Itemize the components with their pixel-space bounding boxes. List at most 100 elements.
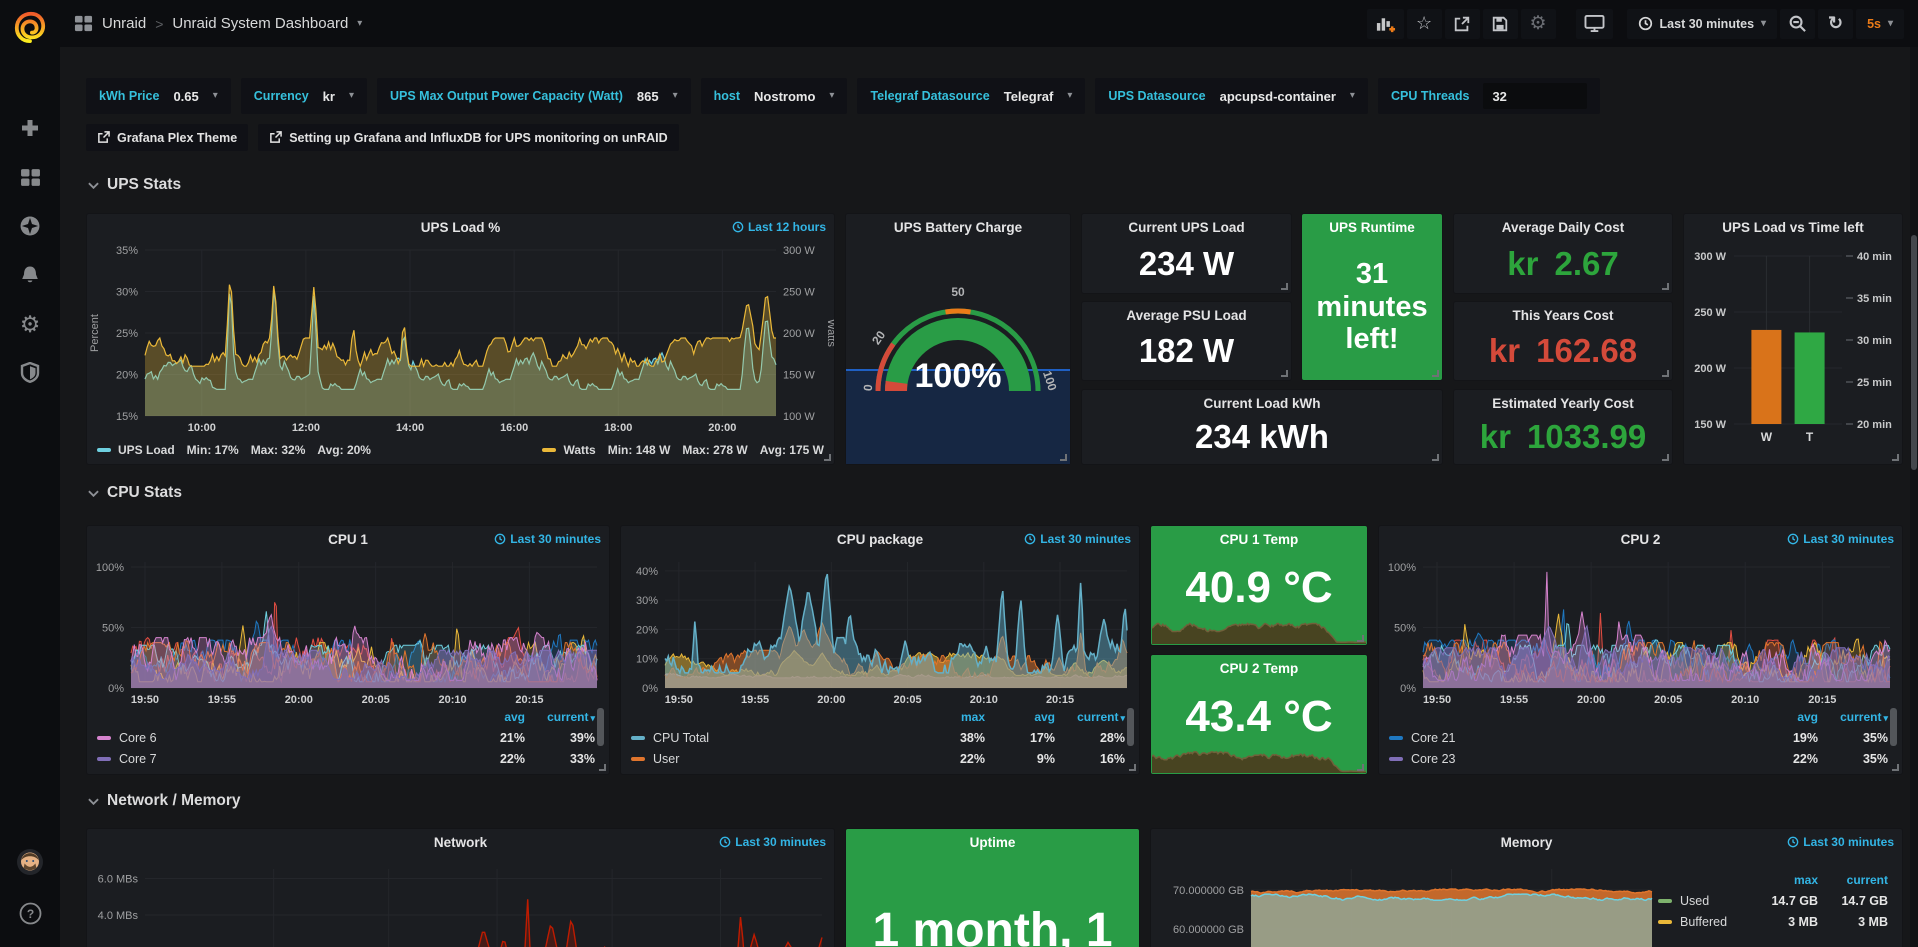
panel-time-override[interactable]: Last 30 minutes	[1787, 532, 1894, 546]
cpu-package-chart[interactable]: 19:50 19:55 20:00 20:05 20:10 20:15 40% 30% 20% 1…	[621, 552, 1139, 708]
panel-time-override[interactable]: Last 12 hours	[732, 220, 826, 234]
legend-entry[interactable]: UPS Load Min: 17% Max: 32% Avg: 20%	[97, 443, 371, 457]
link-grafana-plex-theme[interactable]: Grafana Plex Theme	[86, 124, 249, 151]
variable-host[interactable]: host Nostromo ▾	[700, 78, 848, 114]
legend-series-row[interactable]: Core 6 21% 39%	[97, 727, 595, 748]
panel-title[interactable]: Network	[433, 834, 488, 850]
grafana-logo[interactable]	[13, 10, 47, 44]
star-button[interactable]: ☆	[1406, 8, 1442, 39]
panel-resize-handle[interactable]	[599, 764, 606, 771]
legend-header[interactable]: max avg current ▾	[960, 709, 1125, 724]
panel-resize-handle[interactable]	[1281, 283, 1288, 290]
cpu2-chart[interactable]: 19:50 19:55 20:00 20:05 20:10 20:15 100% 50% 0%	[1379, 552, 1902, 708]
panel-title[interactable]: CPU 1	[328, 531, 368, 547]
panel-resize-handle[interactable]	[1432, 454, 1439, 461]
legend-header[interactable]: avg current ▾	[504, 709, 595, 724]
variable-ups-max-output[interactable]: UPS Max Output Power Capacity (Watt) 865 ▾	[377, 78, 691, 114]
sidebar-item-dashboards[interactable]	[0, 157, 60, 197]
breadcrumb-page-title[interactable]: Unraid System Dashboard	[172, 15, 349, 32]
panel-title[interactable]: UPS Runtime	[1329, 219, 1415, 235]
create-button[interactable]	[0, 108, 60, 148]
scrollbar-thumb[interactable]	[1911, 235, 1917, 470]
help-button[interactable]: ?	[0, 893, 60, 933]
sidebar-item-explore[interactable]	[0, 206, 60, 246]
link-ups-monitoring-guide[interactable]: Setting up Grafana and InfluxDB for UPS …	[258, 124, 679, 151]
legend-series-row[interactable]: Core 7 22% 33%	[97, 748, 595, 769]
section-ups-stats[interactable]: UPS Stats	[88, 176, 181, 194]
panel-title[interactable]: CPU 2	[1620, 531, 1661, 547]
legend-series-row[interactable]: Core 23 22% 35%	[1389, 748, 1888, 769]
time-range-picker[interactable]: Last 30 minutes ▾	[1626, 8, 1778, 39]
panel-resize-handle[interactable]	[1892, 454, 1899, 461]
legend-entry[interactable]: Watts Min: 148 W Max: 278 W Avg: 175 W	[542, 443, 824, 457]
panel-time-override[interactable]: Last 30 minutes	[1024, 532, 1131, 546]
legend-scrollbar[interactable]	[597, 708, 604, 746]
ups-vs-time-bar-chart[interactable]: 300 W 250 W 200 W 150 W 40 min 35 min 30 min 25…	[1684, 240, 1902, 456]
panel-title[interactable]: CPU 1 Temp	[1219, 531, 1299, 547]
panel-title[interactable]: UPS Load vs Time left	[1722, 219, 1864, 235]
panel-time-override[interactable]: Last 30 minutes	[494, 532, 601, 546]
share-button[interactable]	[1444, 8, 1480, 39]
panel-resize-handle[interactable]	[1357, 764, 1364, 771]
variable-currency[interactable]: Currency kr ▾	[240, 78, 367, 114]
section-network-memory[interactable]: Network / Memory	[88, 792, 241, 810]
legend-series-row[interactable]: Core 21 19% 35%	[1389, 727, 1888, 748]
panel-title[interactable]: Average Daily Cost	[1501, 219, 1625, 235]
legend-series-row[interactable]: Used 14.7 GB 14.7 GB	[1658, 890, 1888, 911]
panel-resize-handle[interactable]	[1892, 764, 1899, 771]
cpu-threads-input[interactable]: 32	[1483, 83, 1588, 109]
legend-series-row[interactable]: User 22% 9% 16%	[631, 748, 1125, 769]
panel-resize-handle[interactable]	[1432, 370, 1439, 377]
panel-time-override[interactable]: Last 30 minutes	[1787, 835, 1894, 849]
panel-resize-handle[interactable]	[1357, 635, 1364, 642]
add-panel-button[interactable]	[1366, 8, 1404, 39]
panel-title[interactable]: Uptime	[969, 834, 1016, 850]
panel-title[interactable]: CPU package	[836, 531, 924, 547]
page-scrollbar[interactable]	[1910, 47, 1918, 947]
sidebar-item-alerting[interactable]	[0, 255, 60, 295]
legend-header[interactable]: max current	[1793, 872, 1888, 887]
dashboard-settings-button[interactable]: ⚙	[1520, 8, 1556, 39]
sidebar-item-server-admin[interactable]	[0, 352, 60, 392]
legend-scrollbar[interactable]	[1127, 708, 1134, 746]
panel-title[interactable]: CPU 2 Temp	[1219, 660, 1299, 676]
sidebar-item-configuration[interactable]: ⚙	[0, 304, 60, 344]
variable-telegraf-datasource[interactable]: Telegraf Datasource Telegraf ▾	[857, 78, 1086, 114]
panel-resize-handle[interactable]	[1662, 283, 1669, 290]
panel-resize-handle[interactable]	[1060, 454, 1067, 461]
legend-series-row[interactable]: CPU Total 38% 17% 28%	[631, 727, 1125, 748]
panel-title[interactable]: Estimated Yearly Cost	[1492, 395, 1634, 411]
legend-header[interactable]: avg current ▾	[1797, 709, 1888, 724]
save-button[interactable]	[1482, 8, 1518, 39]
cpu1-chart[interactable]: 19:50 19:55 20:00 20:05 20:10 20:15 100% 50% 0%	[87, 552, 609, 708]
cycle-view-mode-button[interactable]	[1575, 8, 1613, 39]
variable-ups-datasource[interactable]: UPS Datasource apcupsd-container ▾	[1095, 78, 1368, 114]
panel-resize-handle[interactable]	[1281, 370, 1288, 377]
panel-resize-handle[interactable]	[1662, 454, 1669, 461]
panel-resize-handle[interactable]	[1129, 764, 1136, 771]
panel-title[interactable]: Memory	[1500, 834, 1553, 850]
panel-resize-handle[interactable]	[824, 454, 831, 461]
refresh-button[interactable]: ↻	[1818, 8, 1854, 39]
battery-gauge[interactable]: 0 20 50 100 100%	[848, 266, 1068, 416]
panel-title[interactable]: This Years Cost	[1512, 307, 1614, 323]
panel-title[interactable]: UPS Load %	[420, 219, 501, 235]
panel-title[interactable]: Current Load kWh	[1203, 395, 1321, 411]
panel-time-override[interactable]: Last 30 minutes	[719, 835, 826, 849]
ups-load-chart[interactable]: 10:00 12:00 14:00 16:00 18:00 20:00 35% 30% 25% 2…	[87, 240, 837, 438]
legend-series-row[interactable]: Buffered 3 MB 3 MB	[1658, 911, 1888, 932]
refresh-interval-picker[interactable]: 5s ▾	[1856, 8, 1904, 39]
user-avatar[interactable]	[0, 842, 60, 882]
variable-cpu-threads[interactable]: CPU Threads 32	[1377, 78, 1601, 114]
zoom-out-button[interactable]	[1780, 8, 1816, 39]
legend-scrollbar[interactable]	[1890, 708, 1897, 746]
breadcrumb-root[interactable]: Unraid	[102, 15, 147, 32]
section-cpu-stats[interactable]: CPU Stats	[88, 484, 182, 502]
variable-kwh-price[interactable]: kWh Price 0.65 ▾	[86, 78, 231, 114]
panel-resize-handle[interactable]	[1662, 370, 1669, 377]
panel-title[interactable]: Current UPS Load	[1128, 219, 1245, 235]
chevron-down-icon[interactable]: ▾	[357, 17, 363, 29]
panel-title[interactable]: Average PSU Load	[1126, 307, 1247, 323]
